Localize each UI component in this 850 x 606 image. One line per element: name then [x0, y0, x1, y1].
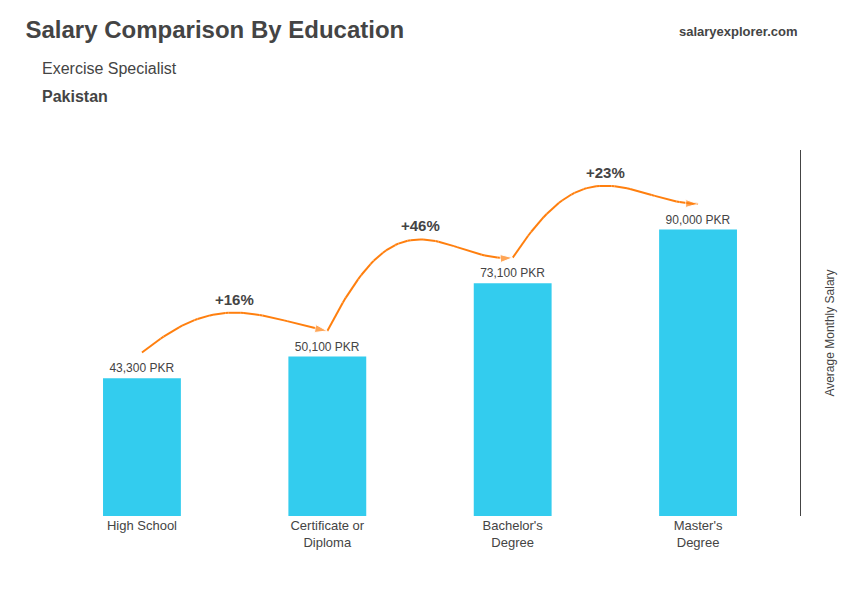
svg-text:Salary Comparison By Education: Salary Comparison By Education: [26, 16, 405, 43]
svg-text:salaryexplorer.com: salaryexplorer.com: [679, 24, 798, 39]
svg-text:+16%: +16%: [215, 291, 254, 308]
svg-text:73,100 PKR: 73,100 PKR: [480, 266, 545, 280]
svg-text:High School: High School: [107, 518, 177, 533]
svg-text:Certificate orDiploma: Certificate orDiploma: [290, 518, 364, 550]
svg-text:Average Monthly Salary: Average Monthly Salary: [823, 269, 837, 396]
svg-text:+23%: +23%: [586, 164, 625, 181]
svg-text:Exercise Specialist: Exercise Specialist: [42, 60, 177, 77]
svg-text:90,000 PKR: 90,000 PKR: [666, 213, 731, 227]
svg-text:Bachelor'sDegree: Bachelor'sDegree: [483, 518, 544, 550]
svg-text:Pakistan: Pakistan: [42, 88, 108, 105]
svg-text:Master'sDegree: Master'sDegree: [674, 518, 723, 550]
svg-text:50,100 PKR: 50,100 PKR: [295, 340, 360, 354]
svg-text:+46%: +46%: [401, 217, 440, 234]
svg-text:43,300 PKR: 43,300 PKR: [109, 361, 174, 375]
